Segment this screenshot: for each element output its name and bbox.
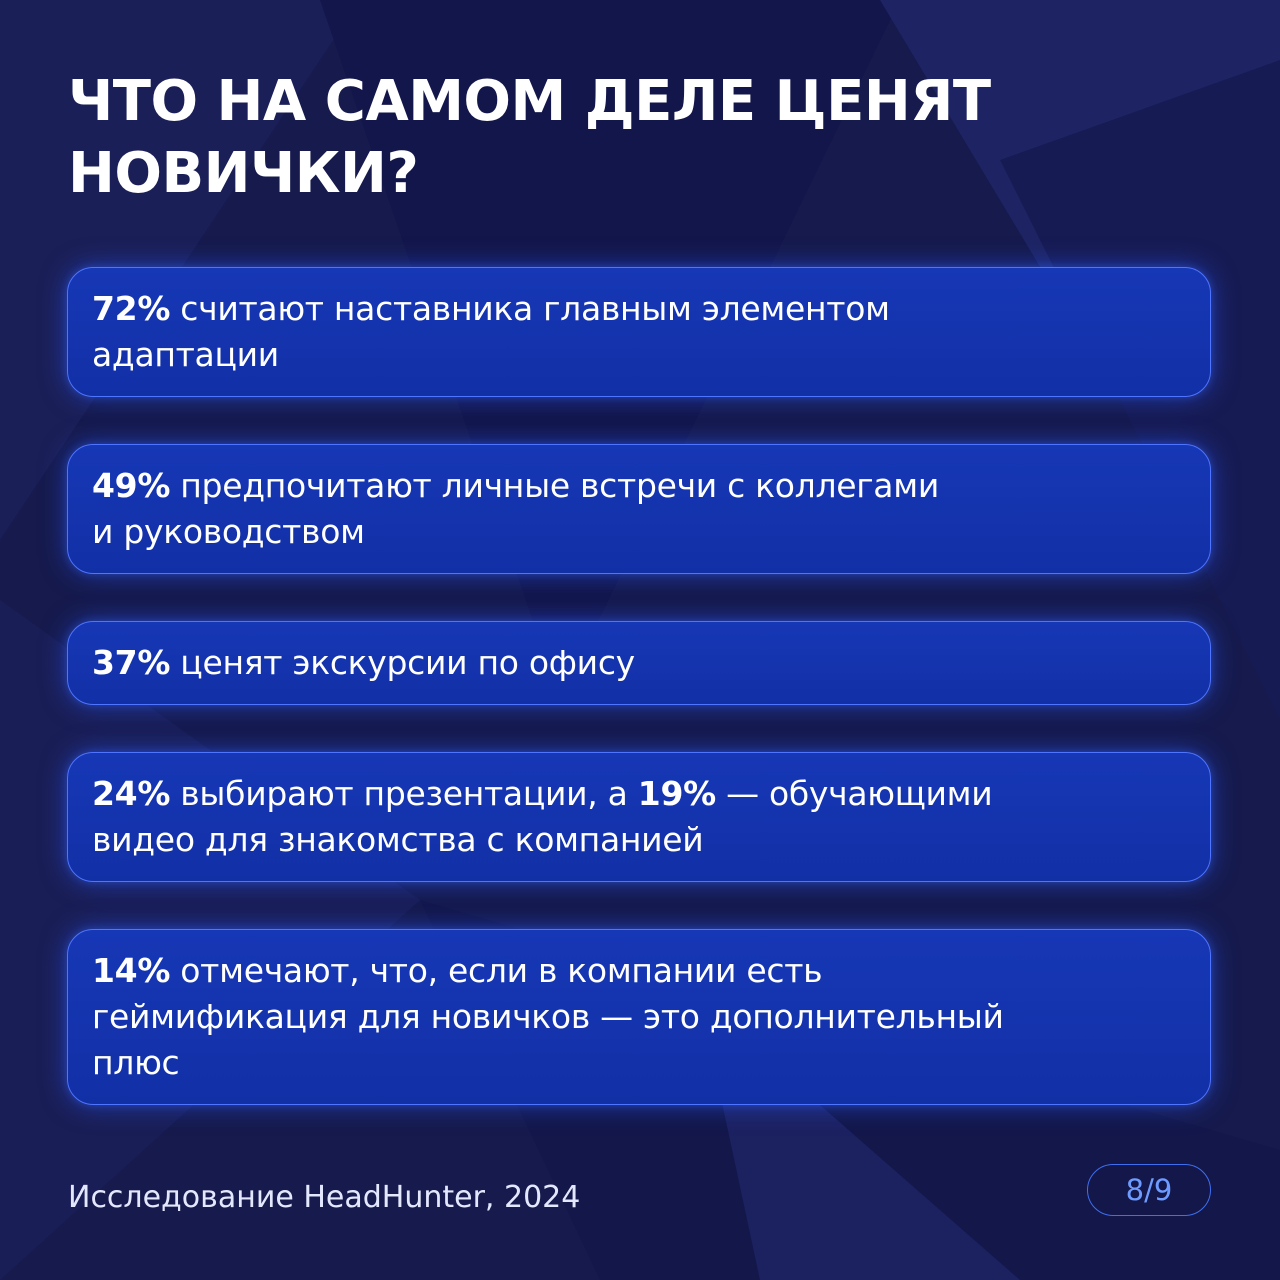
stat-text: 72% считают наставника главным элементом… [92, 286, 890, 378]
stat-percent-secondary: 19% [637, 774, 716, 813]
stat-text: 14% отмечают, что, если в компании есть … [92, 948, 1004, 1086]
stat-description-end: плюс [92, 1043, 180, 1082]
stat-card-gamification: 14% отмечают, что, если в компании есть … [67, 929, 1211, 1105]
stat-card-presentations: 24% выбирают презентации, а 19% — обучаю… [67, 752, 1211, 882]
page-title: ЧТО НА САМОМ ДЕЛЕ ЦЕНЯТ НОВИЧКИ? [68, 66, 991, 210]
stat-description-cont: и руководством [92, 512, 365, 551]
stat-text: 49% предпочитают личные встречи с коллег… [92, 463, 939, 555]
stat-description-cont: видео для знакомства с компанией [92, 820, 704, 859]
stat-percent: 72% [92, 289, 171, 328]
stat-text: 37% ценят экскурсии по офису [92, 640, 635, 686]
stat-card-mentor: 72% считают наставника главным элементом… [67, 267, 1211, 397]
stat-description-b: — обучающими [715, 774, 993, 813]
page-indicator: 8/9 [1087, 1164, 1211, 1216]
stat-percent: 49% [92, 466, 171, 505]
stat-description: считают наставника главным элементом [170, 289, 890, 328]
stat-description: предпочитают личные встречи с коллегами [170, 466, 939, 505]
stat-card-office-tours: 37% ценят экскурсии по офису [67, 621, 1211, 705]
stat-percent: 24% [92, 774, 171, 813]
stat-card-meetings: 49% предпочитают личные встречи с коллег… [67, 444, 1211, 574]
stat-text: 24% выбирают презентации, а 19% — обучаю… [92, 771, 993, 863]
title-line-1: ЧТО НА САМОМ ДЕЛЕ ЦЕНЯТ [68, 69, 991, 134]
stat-description: ценят экскурсии по офису [170, 643, 635, 682]
stat-description: отмечают, что, если в компании есть [170, 951, 823, 990]
title-line-2: НОВИЧКИ? [68, 141, 419, 206]
stat-description-cont: геймификация для новичков — это дополнит… [92, 997, 1004, 1036]
source-caption: Исследование HeadHunter, 2024 [68, 1180, 581, 1215]
stat-percent: 37% [92, 643, 171, 682]
stat-description: выбирают презентации, а [170, 774, 638, 813]
stat-percent: 14% [92, 951, 171, 990]
stat-description-cont: адаптации [92, 335, 279, 374]
